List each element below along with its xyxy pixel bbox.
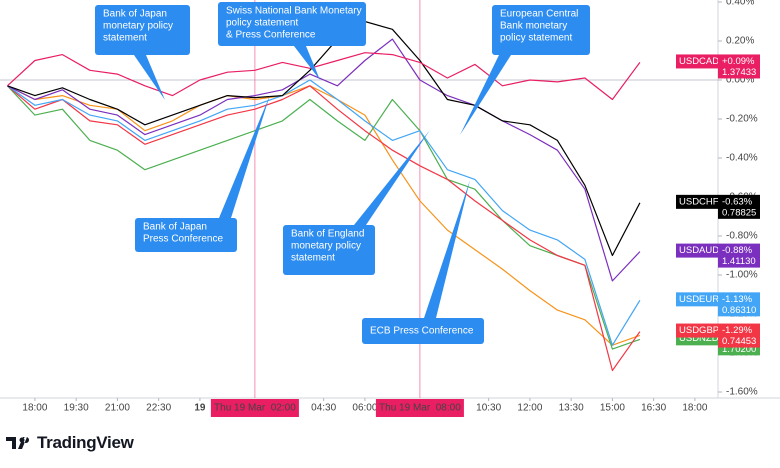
callout-text: monetary policy — [291, 241, 361, 252]
callout-text: Bank of Japan — [143, 222, 207, 233]
y-tick-label: -0.80% — [726, 231, 758, 242]
y-tick-label: 0.40% — [726, 0, 754, 8]
x-tick-label: 22:30 — [146, 403, 171, 414]
series-line — [7, 85, 641, 346]
tag-price: 0.86310 — [722, 305, 756, 316]
x-tick-label: 19 — [194, 403, 206, 414]
tag-name: USDEUR — [679, 294, 719, 305]
tag-value-box — [718, 194, 760, 219]
x-tick-label: 04:30 — [311, 403, 336, 414]
y-tick-label: 0.00% — [726, 75, 754, 86]
callout-box — [283, 225, 375, 275]
callout-box — [362, 318, 484, 344]
tag-box — [676, 323, 718, 338]
callout-pointer — [460, 55, 511, 135]
x-tick-label: Thu 19 Mar 02:00 — [214, 403, 296, 414]
y-tick-label: -1.00% — [726, 270, 758, 281]
x-tick-label: 18:00 — [682, 403, 707, 414]
callout-text: monetary policy — [103, 21, 173, 32]
tag-value-box — [718, 243, 760, 268]
x-tick-label: 10:30 — [476, 403, 501, 414]
series-line — [7, 20, 641, 257]
tag-name: USDCAD — [679, 56, 719, 67]
callout-text: statement — [103, 33, 147, 44]
series-line — [7, 38, 641, 282]
tag-box — [676, 54, 718, 69]
callout-text: Bank of England — [291, 229, 364, 240]
x-tick-label: 15:00 — [600, 403, 625, 414]
callout-text: & Press Conference — [226, 30, 316, 41]
x-tick-label: 21:00 — [105, 403, 130, 414]
tag-change: -1.13% — [722, 294, 753, 305]
tag-price: 0.74453 — [722, 336, 756, 347]
callout-text: Swiss National Bank Monetary — [226, 6, 362, 17]
x-tick-label: 18:00 — [22, 403, 47, 414]
tag-change: -0.88% — [722, 245, 753, 256]
series-line — [7, 85, 641, 372]
callout-pointer — [134, 55, 165, 100]
footer: TradingView — [6, 432, 134, 454]
tag-name: USDAUD — [679, 245, 719, 256]
tag-value-box — [718, 54, 760, 79]
y-tick-label: 0.20% — [726, 36, 754, 47]
callout-pointer — [354, 130, 430, 225]
x-tick-highlight — [210, 399, 299, 417]
tag-box — [676, 243, 718, 258]
tag-value-box — [718, 323, 760, 348]
tag-price: 0.78825 — [722, 207, 756, 218]
tag-name: USDNZD — [679, 333, 719, 344]
series-line — [7, 79, 641, 346]
callout-box — [218, 2, 366, 46]
logo — [6, 437, 30, 449]
tag-price: 1.70200 — [722, 344, 756, 355]
callout-pointer — [294, 46, 320, 80]
series-line — [6, 85, 641, 350]
y-tick-label: -0.20% — [726, 114, 758, 125]
callout-box — [95, 5, 190, 55]
tag-price: 1.37433 — [722, 67, 756, 78]
tag-box — [676, 292, 718, 307]
callout-box — [492, 5, 590, 55]
series-line — [6, 52, 641, 101]
callout-text: Bank monetary — [500, 21, 567, 32]
x-tick-label: 12:00 — [517, 403, 542, 414]
y-tick-label: -1.60% — [726, 387, 758, 398]
tag-name: USDGBP — [679, 325, 719, 336]
callout-text: European Central — [500, 9, 578, 20]
tag-change: -1.29% — [722, 325, 753, 336]
x-tick-highlight — [375, 399, 464, 417]
callout-text: Bank of Japan — [103, 9, 167, 20]
tag-name: USDCHF — [679, 196, 719, 207]
tag-value-box — [718, 292, 760, 317]
callout-box — [135, 218, 237, 252]
x-tick-label: 13:30 — [559, 403, 584, 414]
callout-text: policy statement — [226, 18, 298, 29]
callout-text: ECB Press Conference — [370, 326, 474, 337]
brand: TradingView — [37, 433, 134, 452]
callout-text: policy statement — [500, 33, 572, 44]
tag-change: -0.63% — [722, 196, 753, 207]
x-tick-label: Thu 19 Mar 08:00 — [379, 403, 461, 414]
callout-pointer — [424, 180, 470, 318]
x-tick-label: 16:30 — [641, 403, 666, 414]
x-tick-label: 19:30 — [64, 403, 89, 414]
callout-text: Press Conference — [143, 234, 223, 245]
tag-change: +0.09% — [722, 56, 755, 67]
callout-text: statement — [291, 253, 335, 264]
callout-pointer — [219, 95, 270, 218]
y-tick-label: -0.40% — [726, 153, 758, 164]
tag-price: 1.41130 — [722, 256, 756, 267]
x-tick-label: 06:00 — [352, 403, 377, 414]
tag-box — [676, 194, 718, 209]
chart: 0.40%0.20%0.00%-0.20%-0.40%-0.60%-0.80%-… — [0, 0, 780, 417]
